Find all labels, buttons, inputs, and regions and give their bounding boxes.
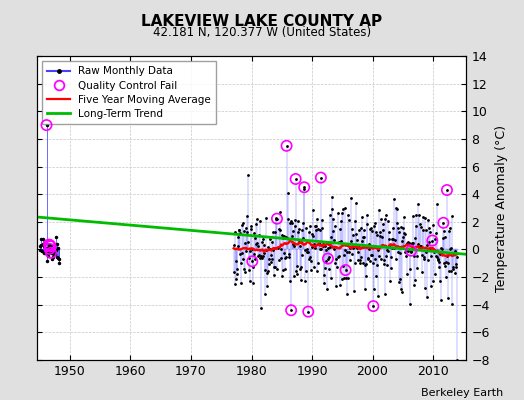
Point [46, 246, 54, 252]
Point [369, 303, 377, 309]
Point [287, 307, 296, 314]
Point [300, 184, 309, 190]
Y-axis label: Temperature Anomaly (°C): Temperature Anomaly (°C) [495, 124, 508, 292]
Point [304, 308, 312, 315]
Point [428, 237, 436, 244]
Point [443, 187, 451, 193]
Point [439, 220, 447, 226]
Point [47, 250, 55, 256]
Point [341, 267, 350, 273]
Point [46, 243, 54, 250]
Point [291, 176, 300, 182]
Point [45, 241, 53, 248]
Text: Berkeley Earth: Berkeley Earth [421, 388, 503, 398]
Legend: Raw Monthly Data, Quality Control Fail, Five Year Moving Average, Long-Term Tren: Raw Monthly Data, Quality Control Fail, … [42, 61, 216, 124]
Point [42, 122, 51, 128]
Text: LAKEVIEW LAKE COUNTY AP: LAKEVIEW LAKE COUNTY AP [141, 14, 383, 29]
Point [316, 174, 325, 181]
Point [46, 242, 54, 248]
Point [407, 248, 416, 254]
Point [282, 143, 291, 149]
Text: 42.181 N, 120.377 W (United States): 42.181 N, 120.377 W (United States) [153, 26, 371, 39]
Point [248, 258, 256, 264]
Point [324, 256, 332, 262]
Point [273, 216, 281, 222]
